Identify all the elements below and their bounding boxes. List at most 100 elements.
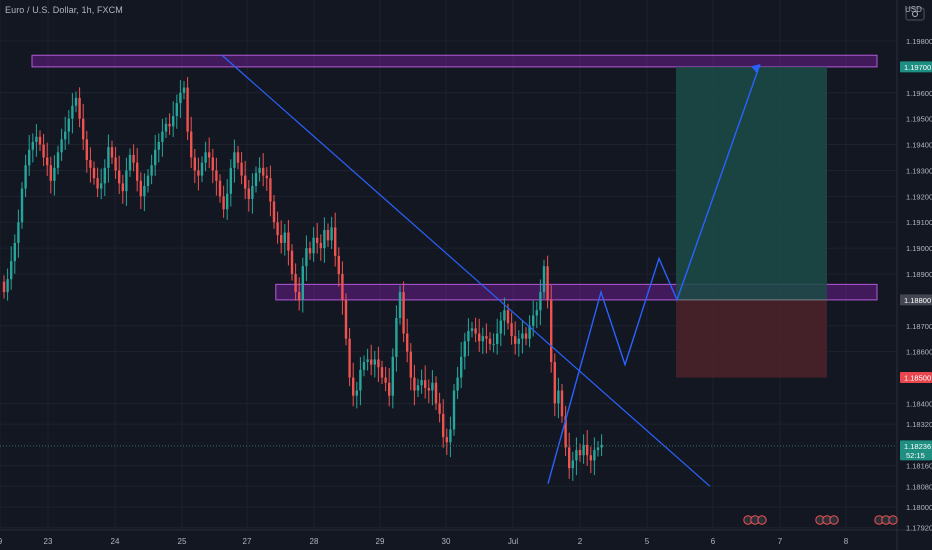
candle[interactable] (283, 224, 286, 256)
candle[interactable] (71, 93, 74, 134)
candle[interactable] (82, 103, 85, 150)
candle[interactable] (13, 234, 16, 274)
candle[interactable] (114, 146, 117, 179)
candle[interactable] (478, 318, 481, 352)
symbol-title[interactable]: Euro / U.S. Dollar, 1h, FXCM (5, 5, 123, 15)
candle[interactable] (132, 144, 135, 172)
candle[interactable] (229, 159, 232, 207)
candle[interactable] (355, 381, 358, 409)
candle[interactable] (67, 110, 70, 145)
candle[interactable] (535, 301, 538, 329)
candle[interactable] (150, 154, 153, 185)
candle[interactable] (373, 350, 376, 378)
candle[interactable] (272, 195, 276, 229)
candle[interactable] (413, 364, 416, 406)
candle[interactable] (571, 451, 574, 481)
candle[interactable] (301, 257, 304, 313)
candle[interactable] (431, 370, 434, 406)
candle[interactable] (334, 212, 337, 267)
candle[interactable] (96, 167, 99, 198)
candle[interactable] (366, 348, 369, 371)
candle[interactable] (31, 133, 34, 163)
candle[interactable] (175, 94, 178, 129)
candle[interactable] (208, 137, 211, 169)
candle[interactable] (262, 153, 265, 187)
candle[interactable] (305, 235, 308, 281)
candle[interactable] (528, 315, 531, 348)
candle[interactable] (35, 124, 38, 157)
candle[interactable] (179, 80, 182, 118)
scale-settings-button[interactable] (905, 7, 925, 21)
candle[interactable] (503, 297, 506, 336)
candle[interactable] (377, 346, 380, 382)
candle[interactable] (406, 318, 409, 363)
candle[interactable] (409, 343, 412, 391)
candle[interactable] (269, 165, 272, 217)
candle[interactable] (100, 168, 103, 200)
candle[interactable] (298, 277, 301, 311)
candle[interactable] (308, 241, 312, 260)
candle[interactable] (514, 321, 517, 355)
candle[interactable] (280, 220, 283, 254)
candle[interactable] (24, 154, 27, 198)
candle[interactable] (110, 140, 114, 164)
resistance-zone[interactable] (31, 54, 878, 68)
candle[interactable] (485, 323, 488, 354)
candle[interactable] (157, 133, 160, 163)
candle[interactable] (143, 173, 146, 212)
candle[interactable] (146, 169, 150, 193)
candle[interactable] (172, 101, 175, 138)
candle[interactable] (168, 113, 171, 135)
candle[interactable] (438, 392, 441, 423)
candle[interactable] (352, 362, 355, 407)
candle[interactable] (56, 145, 60, 175)
candle[interactable] (463, 332, 466, 370)
candle[interactable] (89, 147, 92, 183)
candle[interactable] (460, 342, 463, 389)
candle[interactable] (107, 134, 110, 183)
candle[interactable] (254, 166, 258, 193)
candle[interactable] (161, 118, 164, 157)
candle[interactable] (258, 157, 261, 182)
candle[interactable] (42, 133, 45, 167)
candle[interactable] (85, 130, 88, 173)
candle[interactable] (434, 376, 438, 410)
candle[interactable] (575, 437, 578, 476)
candle[interactable] (247, 180, 250, 212)
candle[interactable] (370, 344, 373, 376)
candle[interactable] (388, 367, 391, 407)
candle[interactable] (589, 446, 592, 474)
candle[interactable] (449, 416, 452, 458)
candle[interactable] (226, 178, 229, 220)
candle[interactable] (546, 255, 549, 309)
candle[interactable] (53, 155, 56, 196)
candle[interactable] (539, 279, 542, 326)
candle[interactable] (319, 234, 322, 261)
candle[interactable] (427, 379, 430, 404)
candle[interactable] (240, 152, 243, 185)
candle[interactable] (312, 227, 315, 262)
candle[interactable] (416, 378, 420, 397)
candle[interactable] (330, 216, 333, 249)
candle[interactable] (452, 384, 456, 436)
candle[interactable] (424, 365, 427, 399)
candle[interactable] (233, 139, 236, 183)
candle[interactable] (46, 142, 49, 176)
price-badge-stop[interactable]: 1.18500 (900, 372, 932, 384)
candle[interactable] (200, 156, 204, 183)
candle[interactable] (517, 330, 520, 357)
candle[interactable] (402, 281, 405, 343)
candle[interactable] (596, 440, 600, 457)
candle[interactable] (244, 160, 247, 200)
candle[interactable] (139, 172, 142, 210)
candle[interactable] (442, 399, 445, 448)
candle[interactable] (28, 134, 31, 176)
candle[interactable] (470, 321, 474, 338)
candle[interactable] (496, 318, 499, 355)
candle[interactable] (204, 141, 207, 172)
candle[interactable] (553, 353, 556, 417)
candle[interactable] (341, 261, 344, 315)
candle[interactable] (20, 182, 24, 229)
event-marker-icon[interactable] (815, 515, 839, 525)
